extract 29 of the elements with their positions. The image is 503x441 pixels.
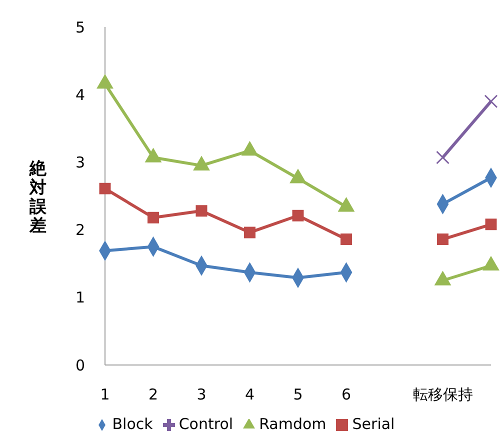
point (99, 182, 111, 194)
point (244, 226, 256, 238)
point (485, 218, 497, 230)
point (340, 234, 352, 246)
legend-label: Ramdom (259, 415, 326, 433)
point (437, 234, 448, 246)
point (148, 212, 159, 224)
x-tick-label: 1 (100, 386, 110, 404)
legend-label: Serial (352, 415, 395, 433)
y-tick-label: 0 (75, 356, 85, 374)
x-tick-label: 転移保持 (412, 386, 473, 404)
legend-label: Control (178, 415, 234, 433)
y-tick-label: 2 (75, 221, 85, 240)
x-tick-label: 4 (244, 386, 255, 404)
point (436, 150, 450, 164)
x-tick-label: 5 (293, 386, 303, 404)
point (196, 205, 208, 217)
y-axis-title: 絶対誤差 (28, 159, 48, 236)
y-tick-label: 3 (75, 154, 85, 172)
point (96, 74, 114, 89)
x-tick-label: 3 (196, 386, 206, 404)
point (292, 210, 304, 222)
legend-label: Block (112, 415, 153, 433)
x-tick-label: 6 (341, 386, 352, 404)
y-tick-label: 1 (75, 288, 85, 307)
y-tick-label: 5 (75, 18, 85, 36)
point (484, 94, 498, 108)
y-tick-label: 4 (75, 86, 85, 104)
x-tick-label: 2 (148, 386, 158, 404)
